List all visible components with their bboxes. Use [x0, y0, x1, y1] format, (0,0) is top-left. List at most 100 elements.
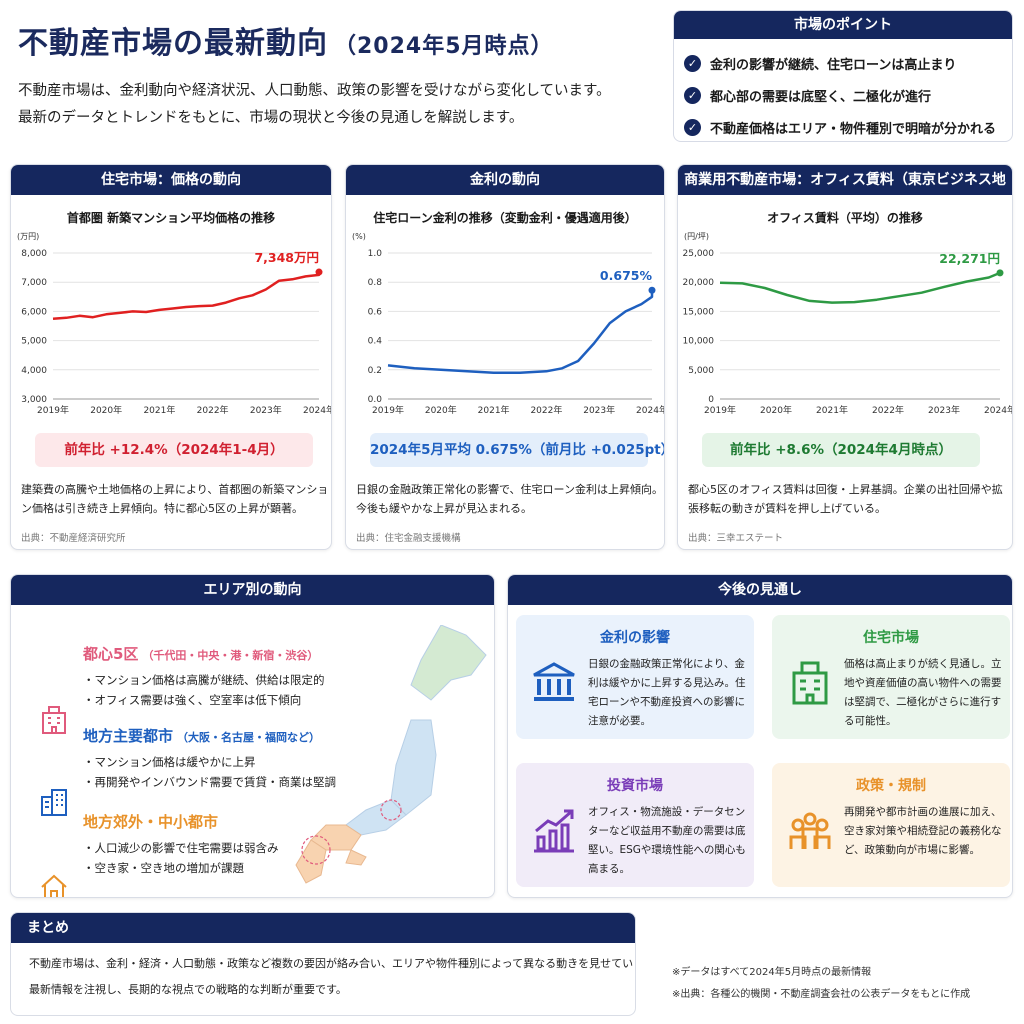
y-unit-label: (%): [352, 232, 366, 241]
rate-badge: 2024年5月平均 0.675%（前月比 +0.025pt）: [370, 433, 664, 467]
y-tick-label: 20,000: [683, 278, 715, 288]
region-bullet: ・人口減少の影響で住宅需要は弱含み: [83, 841, 279, 855]
y-tick-label: 15,000: [683, 307, 715, 317]
intro-line: 最新のデータとトレンドをもとに、市場の現状と今後の見通しを解説します。: [18, 110, 524, 126]
region-bullet: ・再開発やインバウンド需要で賃貸・商業は堅調: [83, 775, 336, 789]
card-source: 出典：不動産経済研究所: [21, 533, 126, 544]
summary-line: 最新情報を注視し、長期的な視点での戦略的な判断が重要です。: [29, 983, 347, 996]
end-point: [315, 268, 323, 276]
region-bullet: ・マンション価格は高騰が継続、供給は限定的: [83, 673, 325, 687]
y-tick-label: 0.6: [368, 307, 383, 317]
y-unit-label: (万円): [17, 232, 39, 241]
x-tick-label: 2023年: [928, 404, 960, 416]
x-tick-label: 2023年: [583, 404, 615, 416]
summary-line: 不動産市場は、金利・経済・人口動態・政策など複数の要因が絡み合い、エリアや物件種…: [29, 957, 636, 970]
region-name: 地方主要都市 （大阪・名古屋・福岡など）: [83, 727, 321, 745]
chart-title: オフィス賃料（平均）の推移: [767, 211, 923, 225]
y-tick-label: 25,000: [683, 249, 715, 259]
check-icon: ✓: [684, 118, 701, 136]
people-icon: [789, 812, 831, 849]
series-line: [52, 272, 321, 320]
outlook-card: 今後の見通し 金利の影響 日銀の金融政策正常化により、金利は緩やかに上昇する見込…: [507, 574, 1013, 898]
point-text: 都心部の需要は底堅く、二極化が進行: [710, 89, 932, 105]
point-text: 不動産価格はエリア・物件種別で明暗が分かれる: [710, 121, 997, 137]
series-line: [719, 271, 1001, 304]
rate-line-chart: (%) 0.0 0.2 0.4 0.6 0.8 1.0 2019年 2020年 2021年 2022…: [352, 232, 665, 416]
x-tick-label: 2021年: [143, 404, 175, 416]
footnote: ※データはすべて2024年5月時点の最新情報: [672, 967, 872, 978]
interest-rate-card: 金利の動向 住宅ローン金利の推移（変動金利・優遇適用後） (%) 0.0 0.2 0.…: [345, 164, 665, 550]
outlook-policy: 政策・規制 再開発や都市計画の進展に加え、空き家対策や相続登記の義務化など、政策…: [772, 763, 1010, 887]
y-tick-label: 0: [708, 395, 714, 405]
x-tick-label: 2023年: [250, 404, 282, 416]
x-tick-label: 2024年: [984, 404, 1013, 416]
region-bullet: ・空き家・空き地の増加が課題: [83, 861, 244, 875]
outlook-housing: 住宅市場 価格は高止まりが続く見通し。立地や資産価値の高い物件への需要は堅調で、…: [772, 615, 1010, 739]
end-point: [648, 286, 656, 294]
outlook-item-title: 投資市場: [607, 778, 663, 794]
yoy-badge: 前年比 +8.6%（2024年4月時点）: [702, 433, 980, 467]
bank-icon: [533, 662, 575, 701]
x-tick-label: 2024年: [303, 404, 332, 416]
y-tick-label: 1.0: [368, 249, 383, 259]
x-tick-label: 2024年: [636, 404, 665, 416]
x-tick-label: 2022年: [197, 404, 229, 416]
region-bullet: ・マンション価格は緩やかに上昇: [83, 755, 256, 769]
card-description: 都心5区のオフィス賃料は回復・上昇基調。企業の出社回帰や拡張移転の動きが賃料を押…: [688, 483, 1003, 515]
card-title: 金利の動向: [346, 165, 664, 195]
y-tick-label: 7,000: [21, 278, 47, 288]
card-source: 出典：住宅金融支援機構: [356, 533, 461, 544]
y-tick-label: 0.4: [368, 337, 383, 347]
x-tick-label: 2020年: [90, 404, 122, 416]
outlook-item-text: オフィス・物流施設・データセンターなど収益用不動産の需要は底堅い。ESGや環境性…: [588, 806, 746, 875]
intro-line: 不動産市場は、金利動向や経済状況、人口動態、政策の影響を受けながら変化しています…: [18, 83, 611, 99]
card-title: 住宅市場：価格の動向: [11, 165, 331, 195]
yoy-badge: 前年比 +12.4%（2024年1-4月）: [35, 433, 313, 467]
x-tick-label: 2022年: [872, 404, 904, 416]
y-tick-label: 5,000: [21, 337, 47, 347]
title-main: 不動産市場の最新動向: [18, 26, 328, 61]
outlook-item-title: 政策・規制: [856, 778, 926, 794]
card-title: 商業用不動産市場：オフィス賃料（東京ビジネス地区）: [678, 165, 1012, 218]
end-value-label: 0.675%: [600, 268, 653, 283]
point-text: 金利の影響が継続、住宅ローンは高止まり: [710, 57, 957, 73]
x-tick-label: 2019年: [704, 404, 736, 416]
growth-chart-icon: [534, 809, 574, 853]
region-name: 地方郊外・中小都市: [83, 813, 219, 831]
x-tick-label: 2020年: [425, 404, 457, 416]
chart-title: 首都圏 新築マンション平均価格の推移: [66, 211, 276, 225]
y-tick-label: 3,000: [21, 395, 47, 405]
x-tick-label: 2021年: [478, 404, 510, 416]
y-tick-label: 10,000: [683, 337, 715, 347]
card-description: 建築費の高騰や土地価格の上昇により、首都圏の新築マンション価格は引き続き上昇傾向…: [21, 483, 329, 515]
x-tick-label: 2021年: [816, 404, 848, 416]
title-subtitle: （2024年5月時点）: [334, 34, 554, 59]
end-value-label: 22,271円: [939, 251, 1000, 266]
y-tick-label: 4,000: [21, 366, 47, 376]
outlook-item-text: 日銀の金融政策正常化により、金利は緩やかに上昇する見込み。住宅ローンや不動産投資…: [588, 658, 746, 727]
chart-title: 住宅ローン金利の推移（変動金利・優遇適用後）: [373, 211, 637, 225]
check-icon: ✓: [684, 86, 701, 104]
footnote: ※出典：各種公的機関・不動産調査会社の公表データをもとに作成: [672, 989, 971, 1000]
summary-box: まとめ 不動産市場は、金利・経済・人口動態・政策など複数の要因が絡み合い、エリア…: [10, 912, 636, 1016]
point-item: ✓ 都心部の需要は底堅く、二極化が進行: [684, 79, 1002, 111]
x-tick-label: 2019年: [37, 404, 69, 416]
end-point: [996, 269, 1004, 277]
x-tick-label: 2022年: [530, 404, 562, 416]
y-tick-label: 6,000: [21, 307, 47, 317]
summary-title: まとめ: [11, 913, 635, 943]
y-tick-label: 0.2: [368, 366, 382, 376]
building-icon: [792, 661, 828, 705]
outlook-item-title: 住宅市場: [863, 630, 919, 646]
card-source: 出典：三幸エステート: [688, 533, 784, 544]
x-tick-label: 2020年: [760, 404, 792, 416]
footnotes: ※データはすべて2024年5月時点の最新情報 ※出典：各種公的機関・不動産調査会…: [672, 962, 970, 1006]
japan-map-icon: [295, 625, 487, 884]
y-tick-label: 0.0: [368, 395, 383, 405]
y-tick-label: 0.8: [368, 278, 383, 288]
rent-line-chart: (円/坪) 0 5,000 10,000 15,000 20,000 25,000 2019年…: [683, 232, 1013, 416]
end-value-label: 7,348万円: [254, 250, 319, 265]
area-trends-card: エリア別の動向 都心5区 （千代田・中央・港・新宿・渋谷） ・マンション価格は高騰…: [10, 574, 495, 898]
outlook-item-title: 金利の影響: [600, 630, 670, 646]
outlook-title: 今後の見通し: [508, 575, 1012, 605]
